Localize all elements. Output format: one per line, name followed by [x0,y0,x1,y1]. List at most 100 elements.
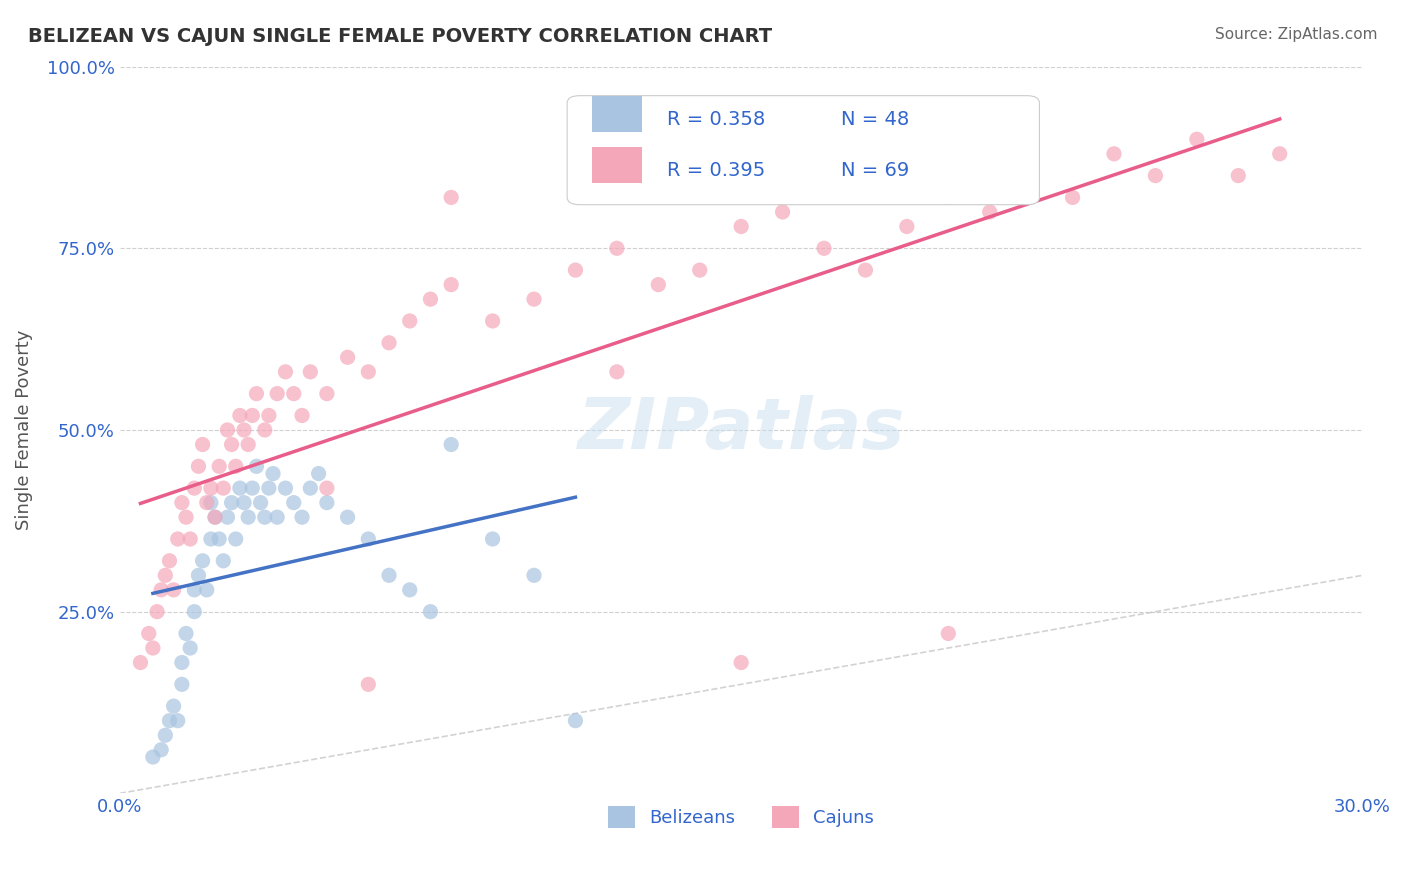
Point [162,699,184,714]
Point [1268,146,1291,161]
Point [155,728,177,742]
Point [159,554,181,568]
Point [523,568,546,582]
Point [308,467,330,481]
Text: BELIZEAN VS CAJUN SINGLE FEMALE POVERTY CORRELATION CHART: BELIZEAN VS CAJUN SINGLE FEMALE POVERTY … [28,27,772,45]
Point [200,496,222,510]
Point [183,481,205,495]
Point [689,263,711,277]
Point [813,241,835,255]
Point [1019,169,1042,183]
Point [174,626,197,640]
Point [183,582,205,597]
Text: N = 69: N = 69 [841,161,908,180]
Point [129,656,152,670]
Point [138,626,160,640]
Point [419,292,441,306]
Point [606,241,628,255]
Point [336,351,359,365]
Point [253,510,276,524]
Point [240,481,263,495]
Point [564,714,586,728]
Text: R = 0.395: R = 0.395 [666,161,765,180]
Point [195,496,218,510]
Point [936,190,959,204]
FancyBboxPatch shape [567,95,1039,204]
Point [204,510,226,524]
Point [238,510,260,524]
Point [266,510,288,524]
Point [179,640,201,655]
Point [315,496,337,510]
Point [217,510,239,524]
Point [249,496,271,510]
Text: Source: ZipAtlas.com: Source: ZipAtlas.com [1215,27,1378,42]
Point [200,532,222,546]
Point [357,677,380,691]
Point [1185,132,1208,146]
Point [238,437,260,451]
Point [191,437,214,451]
Point [240,409,263,423]
Point [440,190,463,204]
Point [481,314,503,328]
Point [398,582,420,597]
Point [166,714,188,728]
Text: R = 0.358: R = 0.358 [666,111,765,129]
Point [274,481,297,495]
Point [221,496,243,510]
Point [162,582,184,597]
Point [1144,169,1167,183]
Point [217,423,239,437]
Point [191,554,214,568]
Point [233,423,256,437]
Point [378,568,401,582]
Point [142,750,165,764]
Point [283,496,305,510]
Text: ZIPatlas: ZIPatlas [578,395,905,465]
Point [730,656,752,670]
Point [166,532,188,546]
Point [1227,169,1250,183]
Y-axis label: Single Female Poverty: Single Female Poverty [15,330,32,530]
Point [233,496,256,510]
Point [419,605,441,619]
Point [179,532,201,546]
FancyBboxPatch shape [592,95,641,132]
Point [150,743,173,757]
Point [1102,146,1125,161]
Point [772,205,794,219]
Point [200,481,222,495]
Point [979,205,1001,219]
Point [440,277,463,292]
Point [229,481,252,495]
Point [299,365,322,379]
Point [274,365,297,379]
Point [155,568,177,582]
Point [150,582,173,597]
Point [647,277,669,292]
Point [357,532,380,546]
Point [936,626,959,640]
Point [187,568,209,582]
Point [187,459,209,474]
Legend: Belizeans, Cajuns: Belizeans, Cajuns [600,798,882,835]
Point [730,219,752,234]
Point [212,481,235,495]
Point [208,459,231,474]
Point [174,510,197,524]
Point [229,409,252,423]
Point [257,409,280,423]
Point [291,510,314,524]
Point [221,437,243,451]
Point [855,146,877,161]
Point [896,219,918,234]
Point [225,532,247,546]
Point [142,640,165,655]
Point [606,365,628,379]
Point [159,714,181,728]
Point [398,314,420,328]
Point [564,263,586,277]
Point [262,467,284,481]
Point [146,605,169,619]
